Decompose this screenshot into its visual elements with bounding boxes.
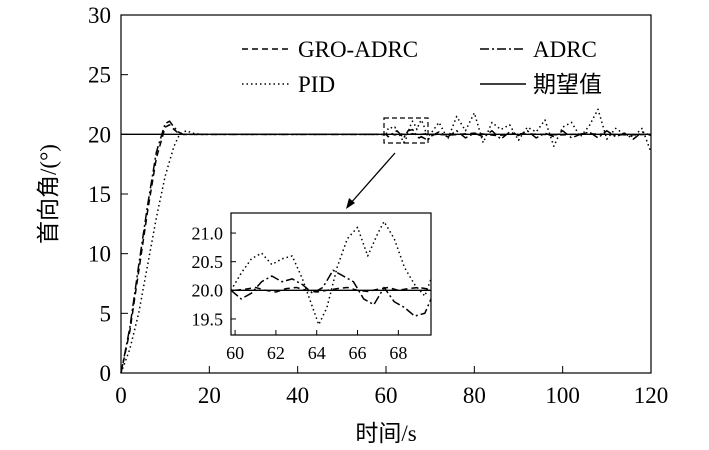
inset-x-tick-label: 62 xyxy=(267,343,285,363)
inset-x-tick-label: 68 xyxy=(389,343,407,363)
inset-plot: 60 62 64 66 68 19.5 20.0 20.5 21.0 xyxy=(192,212,432,363)
main-x-tick-label: 100 xyxy=(545,383,580,408)
inset-x-tick-label: 60 xyxy=(226,343,244,363)
main-y-axis: 0 5 10 15 20 25 30 xyxy=(88,3,128,386)
main-y-tick-label: 15 xyxy=(88,182,111,207)
legend-label-gro-adrc: GRO-ADRC xyxy=(298,37,418,62)
inset-x-tick-label: 66 xyxy=(349,343,367,363)
inset-series-adrc xyxy=(230,269,432,317)
main-y-tick-label: 0 xyxy=(100,361,112,386)
x-axis-label: 时间/s xyxy=(355,421,416,446)
main-x-tick-label: 20 xyxy=(198,383,221,408)
main-x-tick-label: 120 xyxy=(634,383,669,408)
inset-series-pid xyxy=(230,220,432,326)
inset-y-tick-label: 20.0 xyxy=(192,281,224,301)
main-y-tick-label: 10 xyxy=(88,242,111,267)
main-y-tick-label: 30 xyxy=(88,3,111,28)
inset-y-tick-label: 20.5 xyxy=(192,252,224,272)
legend-label-pid: PID xyxy=(298,72,335,97)
main-x-tick-label: 60 xyxy=(375,383,398,408)
main-y-tick-label: 20 xyxy=(88,122,111,147)
legend: GRO-ADRC ADRC PID 期望值 xyxy=(242,37,602,97)
inset-y-tick-label: 19.5 xyxy=(192,309,224,329)
main-plot: 0 20 40 60 80 100 120 0 5 10 15 20 25 30 xyxy=(88,3,668,408)
main-series xyxy=(120,108,652,374)
inset-y-axis: 19.5 20.0 20.5 21.0 xyxy=(192,223,236,329)
legend-label-desired: 期望值 xyxy=(533,72,602,97)
main-x-axis: 0 20 40 60 80 100 120 xyxy=(115,366,668,408)
inset-y-tick-label: 21.0 xyxy=(192,223,224,243)
inset-x-tick-label: 64 xyxy=(308,343,326,363)
y-axis-label: 首向角/(°) xyxy=(36,144,61,244)
inset-series xyxy=(230,220,432,326)
zoom-box xyxy=(383,117,429,144)
zoom-arrow-head xyxy=(346,198,355,209)
legend-label-adrc: ADRC xyxy=(533,37,597,62)
main-x-tick-label: 0 xyxy=(115,383,127,408)
main-series-pid xyxy=(120,108,652,374)
main-x-tick-label: 80 xyxy=(463,383,486,408)
inset-x-axis: 60 62 64 66 68 xyxy=(226,330,407,363)
main-x-tick-label: 40 xyxy=(286,383,309,408)
main-y-tick-label: 25 xyxy=(88,63,111,88)
main-y-tick-label: 5 xyxy=(100,301,112,326)
zoom-arrow-line xyxy=(349,152,396,205)
